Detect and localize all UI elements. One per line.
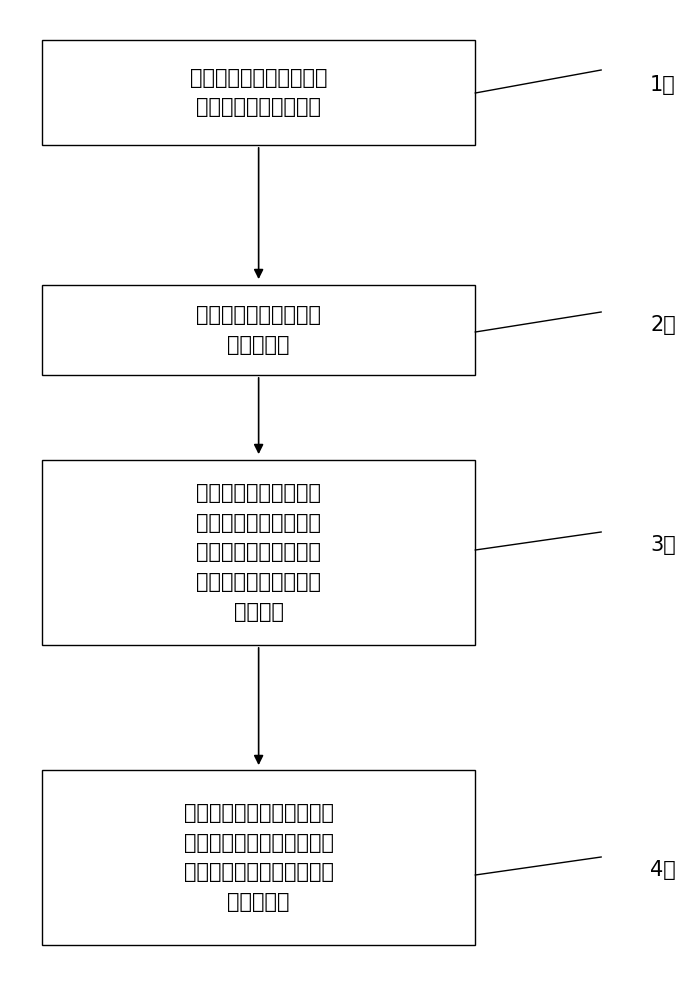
FancyBboxPatch shape bbox=[42, 40, 475, 145]
Text: 根据村镇建筑基准房间热量
模型得到村镇建筑基准房间
的能耗值，进而计算村镇建
筑的能耗值: 根据村镇建筑基准房间热量 模型得到村镇建筑基准房间 的能耗值，进而计算村镇建 筑… bbox=[184, 803, 333, 912]
Text: 1）: 1） bbox=[650, 75, 676, 95]
Text: 获取村镇建筑所在地域
的气象数据: 获取村镇建筑所在地域 的气象数据 bbox=[196, 305, 321, 355]
Text: 2）: 2） bbox=[650, 315, 676, 335]
FancyBboxPatch shape bbox=[42, 460, 475, 645]
Text: 根据村镇建筑热量模型
的计算条件和村镇建筑
所在地域的气象数据建
立村镇建筑基准房间的
热量模型: 根据村镇建筑热量模型 的计算条件和村镇建筑 所在地域的气象数据建 立村镇建筑基准… bbox=[196, 483, 321, 622]
Text: 3）: 3） bbox=[650, 535, 676, 555]
FancyBboxPatch shape bbox=[42, 285, 475, 375]
Text: 获取建立村镇建筑基准房
间热量模型的计算条件: 获取建立村镇建筑基准房 间热量模型的计算条件 bbox=[190, 68, 327, 117]
Text: 4）: 4） bbox=[650, 860, 676, 880]
FancyBboxPatch shape bbox=[42, 770, 475, 945]
